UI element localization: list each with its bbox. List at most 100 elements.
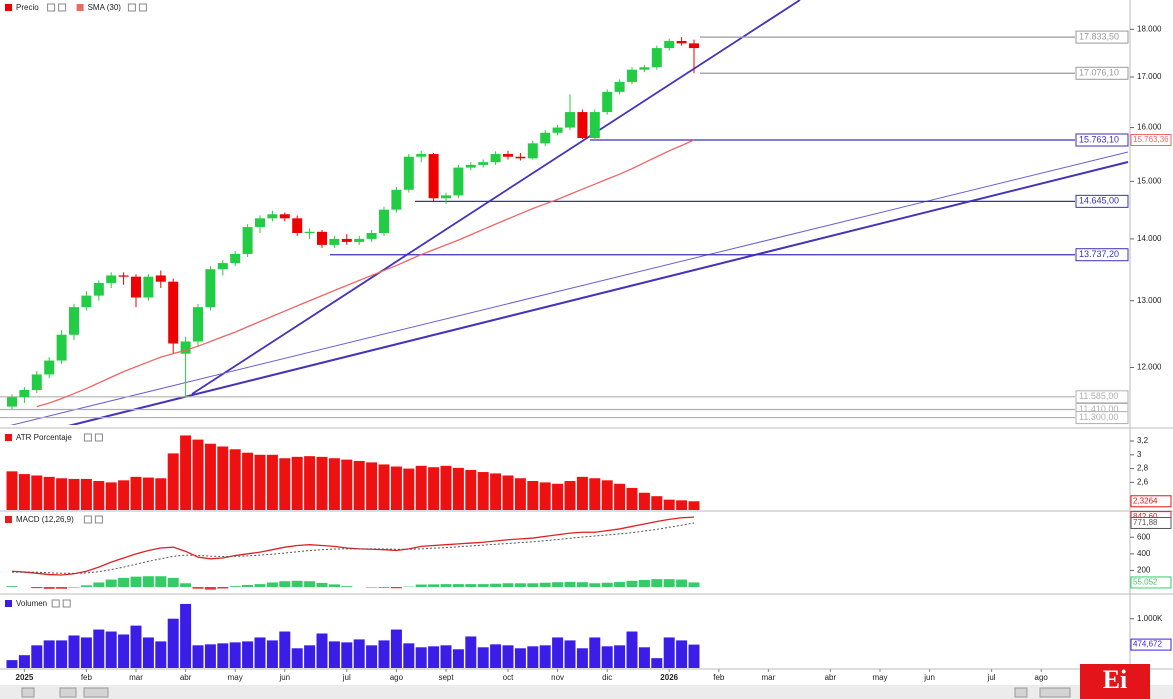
candle-body xyxy=(255,218,265,228)
legend-icon xyxy=(5,516,12,523)
x-tick-label: ago xyxy=(1035,673,1049,682)
bar xyxy=(440,584,452,588)
candle-body xyxy=(7,397,17,407)
candle-body xyxy=(565,112,575,128)
candle-body xyxy=(441,195,451,199)
candle-body xyxy=(453,167,464,196)
bar xyxy=(217,587,229,589)
legend-tool xyxy=(58,3,67,12)
candle-body xyxy=(155,275,166,282)
x-tick-label: may xyxy=(872,673,887,682)
bar xyxy=(167,577,179,588)
scrollbar[interactable] xyxy=(0,685,1173,699)
candle-body xyxy=(602,91,613,113)
candle-body xyxy=(193,307,203,342)
bar xyxy=(539,482,551,510)
scroll-thumb[interactable] xyxy=(83,687,109,698)
bar xyxy=(18,655,30,668)
level-box xyxy=(1075,411,1129,425)
candle-body xyxy=(664,41,675,49)
candle-body xyxy=(515,156,526,159)
bar xyxy=(465,584,477,588)
candle-body xyxy=(69,307,79,335)
bar xyxy=(601,582,613,588)
y-tick-label: 17.000 xyxy=(1137,72,1162,81)
candle-body xyxy=(118,275,129,277)
x-tick-label: ago xyxy=(390,673,404,682)
scroll-button[interactable] xyxy=(59,687,77,698)
bar xyxy=(217,643,229,668)
bar xyxy=(651,579,663,588)
zoom-button[interactable] xyxy=(1039,687,1071,698)
bar xyxy=(328,641,340,668)
bar xyxy=(279,631,291,668)
bar xyxy=(428,584,440,588)
candle-body xyxy=(304,231,315,233)
bar xyxy=(118,480,130,510)
series-line xyxy=(36,139,695,408)
bar xyxy=(180,435,192,510)
bar xyxy=(93,629,105,668)
bar xyxy=(229,586,241,588)
bar xyxy=(316,456,328,510)
bar xyxy=(415,584,427,588)
legend-icon xyxy=(5,434,12,441)
candle-body xyxy=(329,238,340,245)
bar xyxy=(341,642,353,668)
candle-body xyxy=(93,282,104,296)
bar xyxy=(564,581,576,588)
legend-tool xyxy=(94,515,103,524)
bar xyxy=(31,587,43,589)
legend-tool xyxy=(51,599,60,608)
scroll-track[interactable] xyxy=(0,685,1173,699)
bar xyxy=(142,477,154,510)
candle-body xyxy=(490,154,501,163)
bar xyxy=(56,640,68,668)
logo-text: Ei xyxy=(1103,665,1128,694)
logo: Ei xyxy=(1080,664,1150,699)
level-label: 17.833,50 xyxy=(1079,31,1119,41)
bar xyxy=(614,582,626,588)
candle-body xyxy=(589,112,600,139)
y-tick-label: 3 xyxy=(1137,450,1142,459)
bar xyxy=(490,583,502,588)
scroll-button[interactable] xyxy=(21,687,35,698)
bar xyxy=(626,580,638,588)
candle-body xyxy=(168,281,179,344)
bar xyxy=(180,603,192,668)
x-tick-label: abr xyxy=(825,673,837,682)
x-tick-label: 2025 xyxy=(16,673,34,682)
bar xyxy=(155,641,167,668)
bar xyxy=(291,648,303,668)
candle-body xyxy=(465,164,476,168)
candle-body xyxy=(19,390,30,398)
bar xyxy=(403,468,415,510)
x-tick-label: may xyxy=(228,673,243,682)
bar xyxy=(676,640,688,668)
candle-body xyxy=(540,132,551,144)
level-label: 15.763,10 xyxy=(1079,134,1119,144)
bar xyxy=(31,475,43,510)
value-label: 2,3264 xyxy=(1133,496,1158,505)
bar xyxy=(118,577,130,588)
bar xyxy=(378,640,390,668)
bar xyxy=(663,637,675,668)
bar xyxy=(428,646,440,668)
bar xyxy=(229,642,241,668)
y-tick-label: 400 xyxy=(1137,549,1151,558)
candle-body xyxy=(416,154,427,157)
bar xyxy=(490,473,502,510)
candle-body xyxy=(676,41,687,44)
bar xyxy=(390,629,402,668)
candle-body xyxy=(503,154,513,157)
bar xyxy=(18,474,30,510)
bar xyxy=(502,583,514,588)
zoom-button[interactable] xyxy=(1014,687,1028,698)
value-label-box xyxy=(1130,516,1172,529)
bar xyxy=(80,637,92,668)
x-tick-label: sept xyxy=(438,673,454,682)
bar xyxy=(341,586,353,588)
x-tick-label: jun xyxy=(278,673,290,682)
x-tick-label: oct xyxy=(503,673,514,682)
